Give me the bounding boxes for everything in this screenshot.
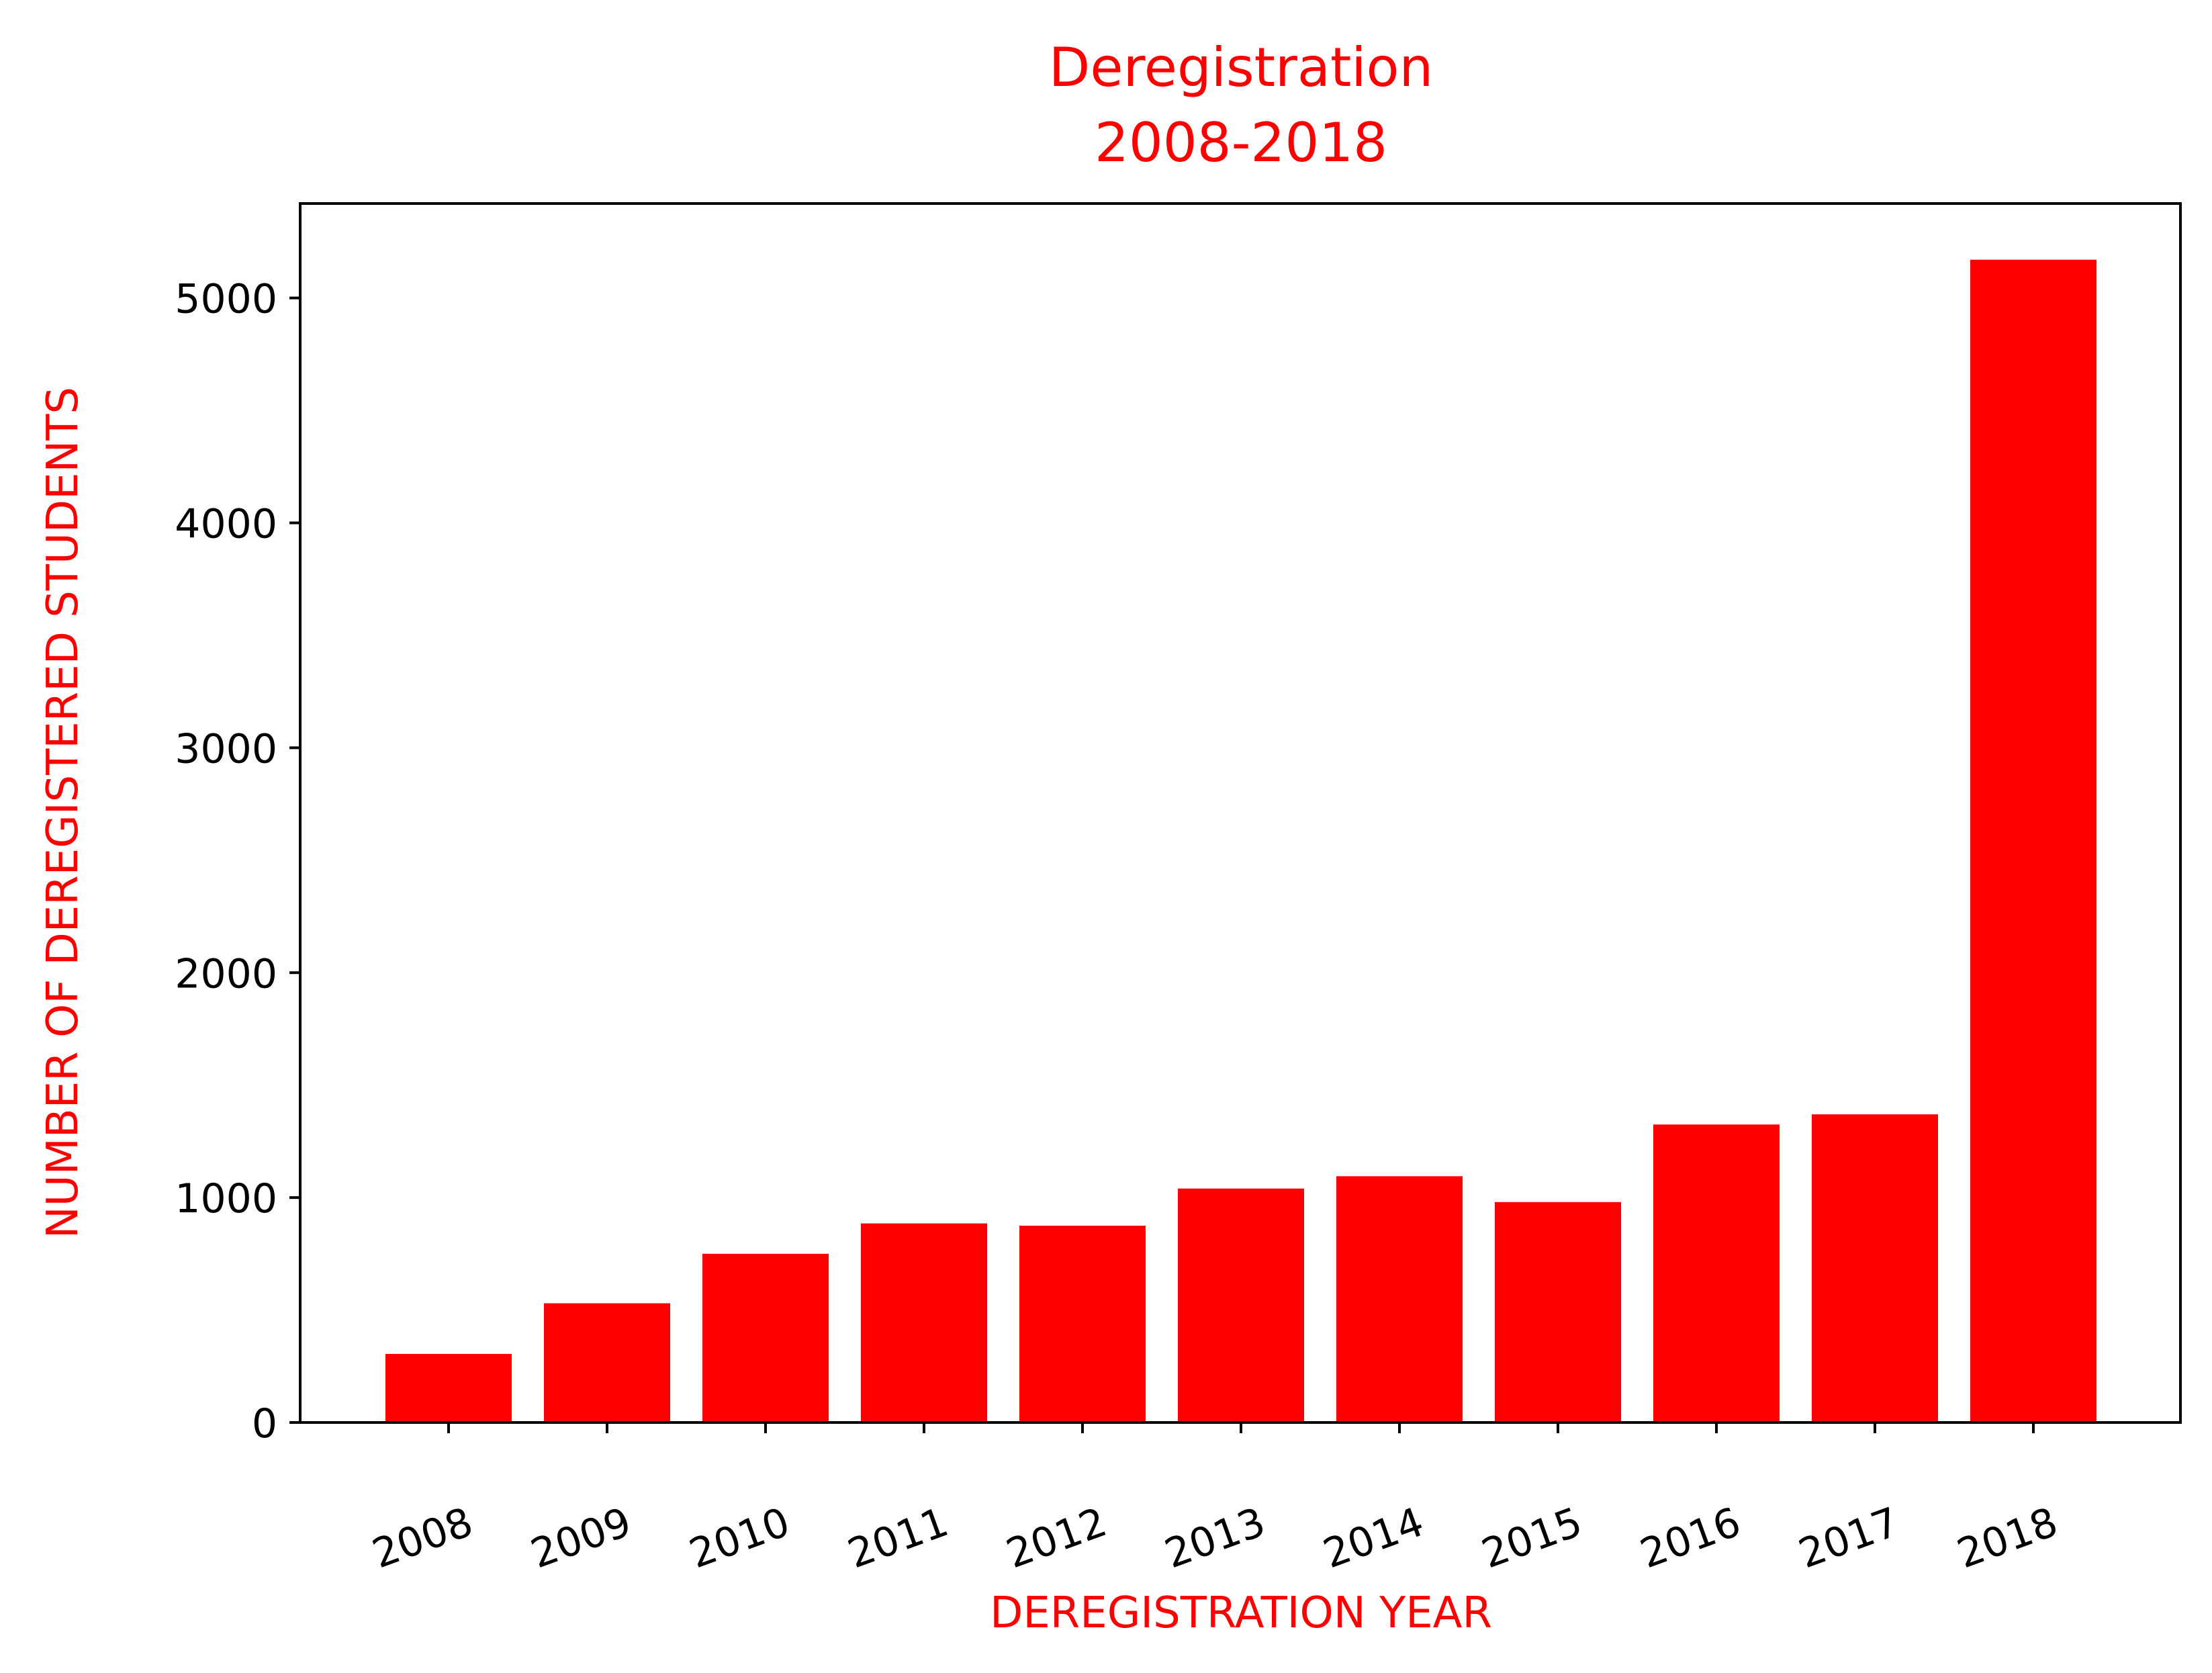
y-tick-label: 2000 — [175, 950, 277, 997]
x-tick-label: 2015 — [1476, 1498, 1588, 1578]
y-tick-label: 3000 — [175, 725, 277, 772]
x-tick-label: 2011 — [842, 1498, 954, 1578]
x-tick-label: 2018 — [1951, 1498, 2064, 1578]
chart-subtitle: 2008-2018 — [1095, 111, 1387, 174]
x-tick-label: 2014 — [1318, 1498, 1430, 1578]
y-tick-label: 0 — [252, 1400, 277, 1447]
bar-2013 — [1178, 1188, 1304, 1422]
y-tick-label: 5000 — [175, 276, 277, 323]
y-tick-label: 4000 — [175, 501, 277, 548]
bar-2018 — [1970, 259, 2096, 1423]
bar-2010 — [702, 1253, 829, 1422]
bar-2016 — [1653, 1124, 1780, 1422]
x-tick-label: 2013 — [1159, 1498, 1271, 1578]
x-tick-label: 2009 — [525, 1498, 637, 1578]
bar-2015 — [1495, 1202, 1621, 1422]
bar-2011 — [861, 1223, 987, 1422]
bar-2012 — [1019, 1226, 1146, 1422]
bar-2009 — [544, 1303, 670, 1422]
bar-2008 — [385, 1353, 512, 1422]
y-axis-ticks: 0 1000 2000 3000 4000 5000 — [175, 276, 300, 1447]
x-tick-label: 2012 — [1001, 1498, 1113, 1578]
x-tick-label: 2016 — [1634, 1498, 1747, 1578]
x-axis-ticks: 2008 2009 2010 2011 2012 2013 2014 2015 2016 2017… — [367, 1422, 2064, 1578]
x-tick-label: 2008 — [367, 1498, 479, 1578]
chart-title: Deregistration — [1049, 36, 1433, 99]
x-tick-label: 2010 — [684, 1498, 796, 1578]
bars-group — [385, 259, 2096, 1423]
x-axis-label: DEREGISTRATION YEAR — [990, 1588, 1492, 1638]
y-axis-label: NUMBER OF DEREGISTERED STUDENTS — [38, 387, 88, 1238]
x-tick-label: 2017 — [1793, 1498, 1905, 1578]
y-tick-label: 1000 — [175, 1175, 277, 1222]
bar-2017 — [1812, 1114, 1938, 1422]
bar-2014 — [1336, 1176, 1463, 1422]
